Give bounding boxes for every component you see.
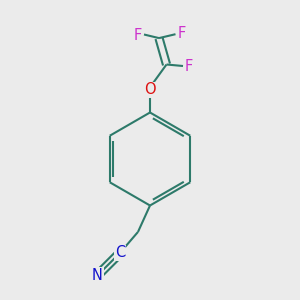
Text: C: C <box>115 245 125 260</box>
Text: F: F <box>185 58 193 74</box>
Text: F: F <box>177 26 186 41</box>
Text: N: N <box>92 268 103 283</box>
Text: F: F <box>134 28 142 43</box>
Text: O: O <box>144 82 156 98</box>
